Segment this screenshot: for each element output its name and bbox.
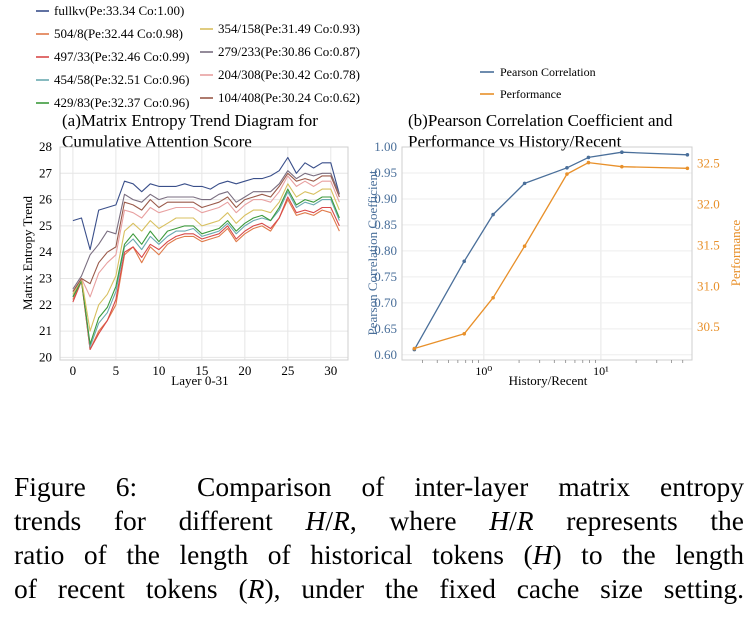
legend-label-5: 354/158(Pe:31.49 Co:0.93) [218,21,360,36]
panel-b-point-1-0 [412,346,417,351]
legend-label-3: 454/58(Pe:32.51 Co:0.96) [54,72,189,87]
legend-label-8: 104/408(Pe:30.24 Co:0.62) [218,90,360,105]
legend-right-label-0: Pearson Correlation [500,65,596,79]
legend-label-6: 279/233(Pe:30.86 Co:0.87) [218,44,360,59]
panel-b-ytick-left-label: 0.65 [374,321,397,336]
panel-a-ytick-label: 28 [39,139,52,154]
legend-label-1: 504/8(Pe:32.44 Co:0.98) [54,26,183,41]
panel-a-xtick-label: 20 [238,363,251,378]
panel-a-xtick-label: 15 [195,363,208,378]
panel-b-frame [401,146,693,361]
legend-label-2: 497/33(Pe:32.46 Co:0.99) [54,49,189,64]
legend-right-label-1: Performance [500,87,561,101]
panel-a: (a)Matrix Entropy Trend Diagram for Cumu… [20,111,349,388]
caption-line-1: Figure 6: Comparison of inter-layer matr… [14,471,744,502]
legend-label-4: 429/83(Pe:32.37 Co:0.96) [54,95,189,110]
panel-b-ylabel-right: Performance [728,220,743,287]
panel-b-series-line-1 [414,161,688,350]
panel-b-xtick-label: 10⁰ [475,364,492,378]
panel-b-point-1-2 [491,295,495,300]
panel-b-ytick-left-label: 0.60 [374,347,397,362]
panel-a-xtick-label: 30 [324,363,337,378]
panel-a-ytick-label: 26 [39,192,53,207]
panel-b-ytick-left-label: 1.00 [374,139,397,154]
panel-b-plot: 10⁰ 10¹ 0.60 0.65 0.70 0.75 0.80 0.85 0.90 0.95 1.… [374,139,720,378]
panel-b-ytick-left-label: 0.95 [374,165,397,180]
panel-b-ytick-right-label: 31.5 [697,237,720,252]
panel-a-series-line-7 [72,175,340,298]
panel-b: (b)Pearson Correlation Coefficient and P… [365,111,743,388]
panel-b-ytick-left-label: 0.70 [374,295,397,310]
panel-b-ytick-left-label: 0.80 [374,243,397,258]
panel-b-ytick-right-label: 30.5 [697,319,720,334]
panel-a-series-line-8 [72,172,340,292]
panel-b-xlabel: History/Recent [509,373,588,388]
panel-b-point-0-5 [586,155,591,160]
panel-b-point-1-4 [565,172,569,176]
panel-b-ytick-left-label: 0.90 [374,191,397,206]
panel-b-ytick-right-label: 32.5 [697,155,720,170]
panel-a-ylabel: Matrix Entropy Trend [20,195,35,310]
panel-a-xtick-label: 5 [113,363,120,378]
panel-a-title-line-1: (a)Matrix Entropy Trend Diagram for [62,111,318,130]
panel-b-ytick-right-label: 32.0 [697,196,720,211]
panel-a-xtick-label: 0 [70,363,77,378]
panel-b-point-0-6 [620,150,624,154]
panel-a-ytick-label: 23 [39,270,52,285]
panel-a-ytick-label: 25 [39,218,52,233]
panel-b-point-1-5 [586,160,591,165]
panel-a-series-line-0 [72,156,340,251]
panel-a-xtick-label: 10 [152,363,165,378]
panel-b-point-1-6 [620,164,624,169]
panel-b-point-0-2 [491,212,495,217]
panel-a-ytick-label: 22 [39,297,52,312]
panel-b-point-1-3 [522,244,527,248]
panel-b-xtick-label: 10¹ [593,364,609,378]
legend-label-7: 204/308(Pe:30.42 Co:0.78) [218,67,360,82]
panel-b-point-0-1 [462,259,467,264]
caption-line-3: ratio of the length of historical tokens… [14,539,744,570]
panel-a-ytick-label: 21 [39,323,52,338]
panel-b-title-line-1: (b)Pearson Correlation Coefficient and [408,111,673,130]
panel-b-point-0-3 [522,181,527,186]
panel-a-xlabel: Layer 0-31 [171,373,228,388]
figure-caption: Figure 6: Comparison of inter-layer matr… [14,470,744,606]
caption-line-4: of recent tokens (R), under the fixed ca… [14,573,744,604]
panel-b-title-line-2: Performance vs History/Recent [408,132,622,151]
panel-b-ylabel-left: Pearson Correlation Coefficient [365,170,380,335]
panel-a-series-line-4 [72,188,340,345]
panel-a-series-line-3 [72,191,340,348]
panel-b-point-0-7 [685,152,690,157]
legend-right: Pearson Correlation Performance [480,65,596,101]
panel-b-point-1-1 [462,331,467,336]
panel-a-series-line-5 [72,183,340,332]
panel-a-ytick-label: 27 [39,165,53,180]
panel-a-ytick-label: 20 [39,349,52,364]
panel-a-plot: 0 5 10 15 20 25 30 20 21 22 23 24 25 26 27 28 [39,139,349,378]
panel-a-xtick-label: 25 [281,363,294,378]
panel-a-frame [59,146,349,361]
figure-6: fullkv(Pe:33.34 Co:1.00) 504/8(Pe:32.44 C… [20,3,743,388]
panel-a-series-line-6 [72,170,340,290]
panel-b-ytick-left-label: 0.75 [374,269,397,284]
panel-b-ytick-right-label: 31.0 [697,278,720,293]
legend-left: fullkv(Pe:33.34 Co:1.00) 504/8(Pe:32.44 C… [36,3,360,110]
legend-label-0: fullkv(Pe:33.34 Co:1.00) [54,3,184,18]
panel-a-series-line-1 [72,199,340,351]
caption-line-2: trends for different H/R, where H/R repr… [14,505,744,536]
panel-a-series-line-2 [72,196,340,351]
panel-a-ytick-label: 24 [39,244,53,259]
panel-b-point-1-7 [685,166,690,171]
panel-b-series-line-0 [413,151,688,350]
panel-a-title-line-2: Cumulative Attention Score [62,132,252,151]
panel-b-ytick-left-label: 0.85 [374,217,397,232]
panel-b-point-0-4 [565,165,569,170]
